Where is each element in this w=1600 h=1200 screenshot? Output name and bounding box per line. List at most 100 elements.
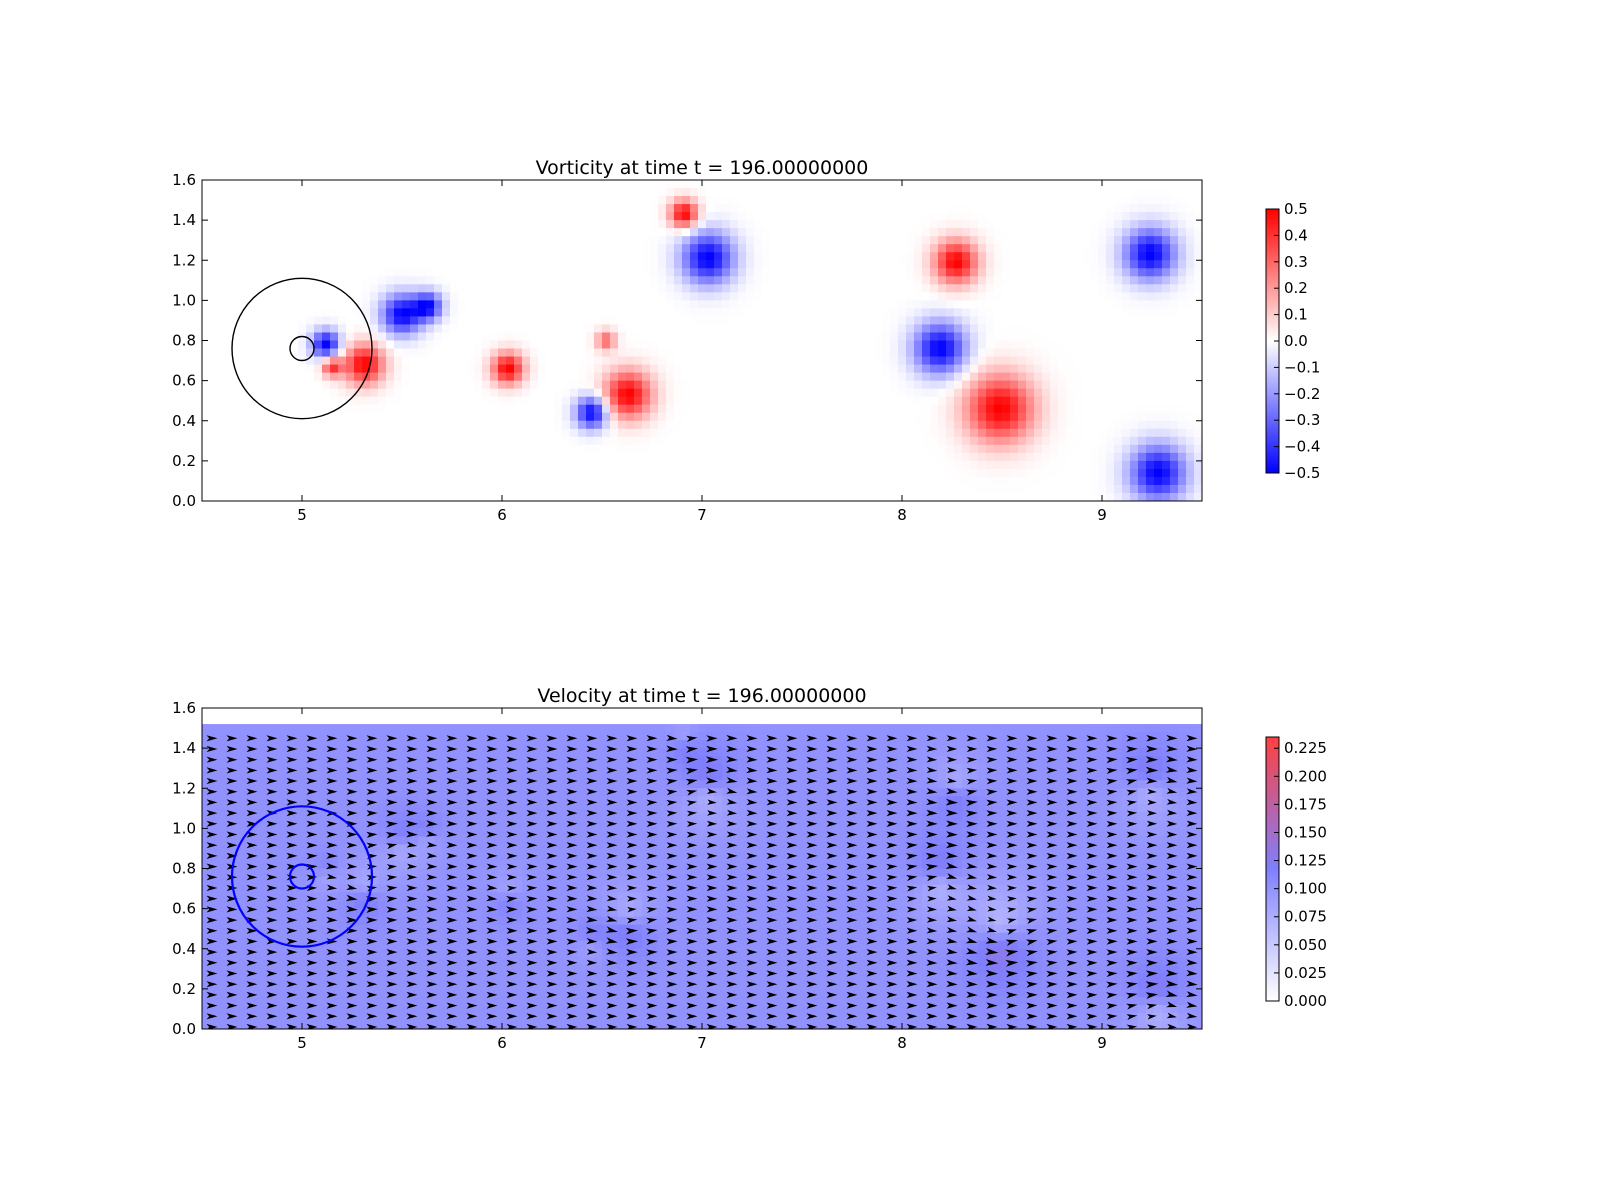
field-cell [986, 420, 995, 430]
field-cell [1178, 220, 1187, 229]
field-cell [898, 196, 907, 205]
field-cell [618, 340, 627, 350]
field-cell [818, 428, 827, 438]
field-cell [818, 236, 827, 245]
field-cell [618, 372, 627, 382]
field-cell [426, 268, 435, 277]
field-cell [418, 196, 427, 205]
field-cell [1146, 292, 1155, 301]
field-cell [1138, 436, 1147, 446]
field-cell [474, 380, 483, 390]
field-cell [890, 356, 899, 366]
field-cell [1194, 412, 1202, 422]
field-cell [322, 372, 331, 382]
field-cell [962, 420, 971, 430]
field-cell [1114, 180, 1123, 189]
field-cell [698, 476, 707, 486]
field-cell [842, 348, 851, 358]
field-cell [1042, 364, 1051, 374]
field-cell [730, 404, 739, 414]
field-cell [898, 372, 907, 382]
field-cell [1170, 220, 1179, 229]
field-cell [762, 180, 771, 189]
field-cell [362, 236, 371, 245]
field-cell [922, 284, 931, 293]
field-cell [642, 340, 651, 350]
field-cell [306, 356, 315, 366]
field-cell [978, 276, 987, 285]
field-cell [554, 420, 563, 430]
field-cell [970, 484, 979, 494]
field-cell [1178, 460, 1187, 470]
field-cell [1186, 436, 1195, 446]
field-cell [962, 268, 971, 277]
field-cell [1018, 180, 1027, 189]
field-cell [658, 188, 667, 197]
field-cell [922, 484, 931, 494]
field-cell [1082, 340, 1091, 350]
field-cell [578, 404, 587, 414]
field-cell [514, 348, 523, 358]
field-cell [210, 252, 219, 261]
field-cell [538, 452, 547, 462]
field-cell [962, 180, 971, 189]
field-cell [210, 444, 219, 454]
field-cell [946, 284, 955, 293]
field-cell [594, 484, 603, 494]
field-cell [898, 316, 907, 326]
field-cell [626, 300, 635, 310]
field-cell [994, 252, 1003, 261]
field-cell [234, 252, 243, 261]
field-cell [1154, 476, 1163, 486]
field-cell [594, 220, 603, 229]
field-cell [362, 324, 371, 334]
field-cell [1138, 196, 1147, 205]
field-cell [378, 284, 387, 293]
field-cell [882, 244, 891, 253]
field-cell [794, 452, 803, 462]
field-cell [1098, 308, 1107, 318]
field-cell [802, 372, 811, 382]
field-cell [498, 204, 507, 213]
field-cell [922, 260, 931, 269]
field-cell [378, 444, 387, 454]
field-cell [370, 228, 379, 237]
field-cell [530, 452, 539, 462]
field-cell [1050, 428, 1059, 438]
field-cell [682, 356, 691, 366]
field-cell [722, 476, 731, 486]
field-cell [1122, 388, 1131, 398]
field-cell [1082, 380, 1091, 390]
field-cell [1058, 372, 1067, 382]
field-cell [418, 492, 427, 501]
field-cell [322, 428, 331, 438]
field-cell [682, 228, 691, 237]
field-cell [938, 276, 947, 285]
field-cell [1066, 364, 1075, 374]
field-cell [242, 452, 251, 462]
field-cell [714, 188, 723, 197]
field-cell [314, 332, 323, 342]
field-cell [946, 348, 955, 358]
field-cell [850, 196, 859, 205]
field-cell [482, 364, 491, 374]
field-cell [386, 324, 395, 334]
field-cell [362, 428, 371, 438]
field-cell [1162, 404, 1171, 414]
field-cell [202, 228, 211, 237]
field-cell [626, 180, 635, 189]
field-cell [458, 340, 467, 350]
field-cell [970, 444, 979, 454]
field-cell [786, 268, 795, 277]
field-cell [210, 260, 219, 269]
field-cell [522, 404, 531, 414]
field-cell [1114, 412, 1123, 422]
field-cell [746, 380, 755, 390]
field-cell [762, 372, 771, 382]
field-cell [298, 436, 307, 446]
field-cell [674, 308, 683, 318]
field-cell [1114, 340, 1123, 350]
field-cell [418, 364, 427, 374]
field-cell [658, 324, 667, 334]
field-cell [650, 492, 659, 501]
